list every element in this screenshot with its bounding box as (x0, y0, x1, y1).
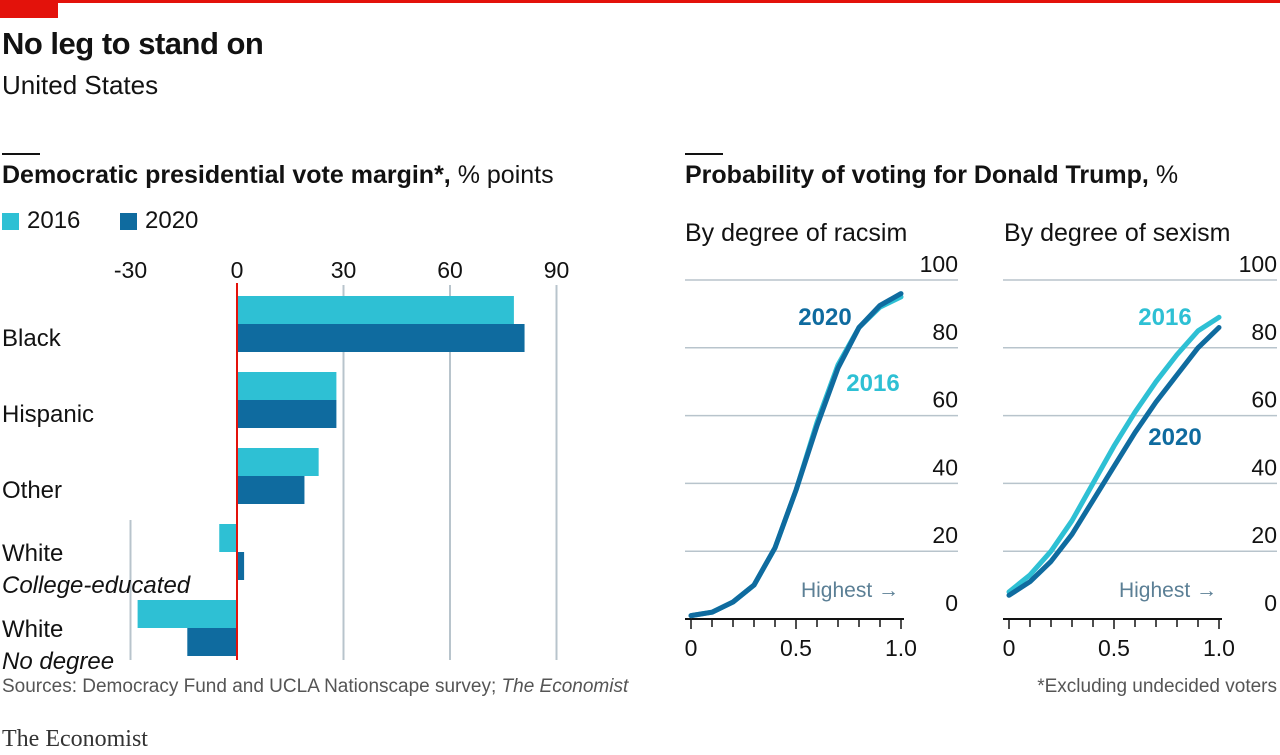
bar-category-label: Hispanic (2, 401, 94, 428)
bar-2020 (187, 628, 237, 656)
source-note: Sources: Democracy Fund and UCLA Nations… (2, 676, 628, 698)
bar-category-label: Other (2, 477, 62, 504)
bar-2020 (237, 476, 305, 504)
line-panel-title: By degree of sexism (1004, 219, 1231, 247)
series-line-2016 (1006, 314, 1222, 595)
bar-2020 (237, 324, 525, 352)
series-label: 2016 (846, 370, 899, 397)
legend-item-2020: 2020 (120, 207, 198, 235)
highest-label: Highest → (801, 579, 899, 602)
line-x-tick-label: 1.0 (1203, 635, 1235, 661)
legend-swatch-2020 (120, 212, 137, 230)
bar-category-label: White (2, 540, 63, 567)
line-y-tick-label: 60 (1251, 387, 1277, 413)
right-panel-title-bold: Probability of voting for Donald Trump, (685, 161, 1149, 189)
line-y-tick-label: 60 (932, 387, 958, 413)
right-panel-title-rest: % (1148, 161, 1179, 189)
bar-2020 (237, 552, 245, 580)
bar-x-tick-label: 60 (437, 257, 463, 283)
line-x-tick-label: 1.0 (885, 635, 917, 661)
top-accent-line (0, 0, 1280, 3)
line-y-tick-label: 20 (1251, 522, 1277, 548)
left-panel-title-rest: % points (450, 161, 554, 189)
line-y-tick-label: 100 (1239, 251, 1277, 277)
legend-label-2020: 2020 (145, 207, 199, 234)
series-line-2020 (1006, 325, 1222, 598)
line-y-tick-label: 80 (1251, 319, 1277, 345)
line-x-tick-label: 0 (1003, 635, 1016, 661)
bar-2016 (219, 524, 237, 552)
bar-x-tick-label: 0 (231, 257, 244, 283)
bar-category-label: Black (2, 325, 62, 352)
left-panel-title-bold: Democratic presidential vote margin*, (2, 161, 451, 189)
line-y-tick-label: 20 (932, 522, 958, 548)
chart-subtitle: United States (2, 70, 159, 100)
source-suffix: The Economist (501, 676, 629, 697)
bar-2016 (237, 296, 514, 324)
legend-label-2016: 2016 (27, 207, 81, 234)
series-label: 2016 (1138, 304, 1191, 331)
highest-label: Highest → (1119, 579, 1217, 602)
bar-2016 (137, 600, 237, 628)
top-accent-tab (0, 0, 58, 18)
line-x-tick-label: 0 (685, 635, 698, 661)
bar-x-tick-label: -30 (114, 257, 147, 283)
line-y-tick-label: 80 (932, 319, 958, 345)
left-panel-title: Democratic presidential vote margin*, % … (2, 161, 554, 190)
bar-x-tick-label: 90 (544, 257, 570, 283)
right-panel-rule (685, 153, 723, 155)
source-prefix: Sources: Democracy Fund and UCLA Nations… (2, 676, 502, 697)
series-line-2016 (688, 294, 904, 619)
bar-2020 (237, 400, 337, 428)
line-y-tick-label: 40 (932, 454, 958, 480)
legend-item-2016: 2016 (2, 207, 80, 235)
series-label: 2020 (798, 304, 851, 331)
line-x-tick-label: 0.5 (1098, 635, 1130, 661)
chart-title: No leg to stand on (2, 26, 264, 61)
line-panel-title: By degree of racsim (685, 219, 907, 247)
line-y-tick-label: 0 (1264, 590, 1277, 616)
bar-x-tick-label: 30 (331, 257, 357, 283)
series-line-2020 (688, 291, 904, 619)
bar-category-sublabel: No degree (2, 648, 114, 675)
footnote: *Excluding undecided voters (1037, 676, 1277, 697)
bar-2016 (237, 448, 319, 476)
bar-2016 (237, 372, 337, 400)
line-y-tick-label: 40 (1251, 454, 1277, 480)
economist-logo: The Economist (2, 726, 148, 752)
line-y-tick-label: 0 (945, 590, 958, 616)
bar-category-sublabel: College-educated (2, 572, 191, 599)
series-label: 2020 (1148, 424, 1201, 451)
line-x-tick-label: 0.5 (780, 635, 812, 661)
left-panel-rule (2, 153, 40, 155)
line-y-tick-label: 100 (920, 251, 958, 277)
legend-swatch-2016 (2, 212, 19, 230)
right-panel-title: Probability of voting for Donald Trump, … (685, 161, 1178, 190)
bar-category-label: White (2, 616, 63, 643)
